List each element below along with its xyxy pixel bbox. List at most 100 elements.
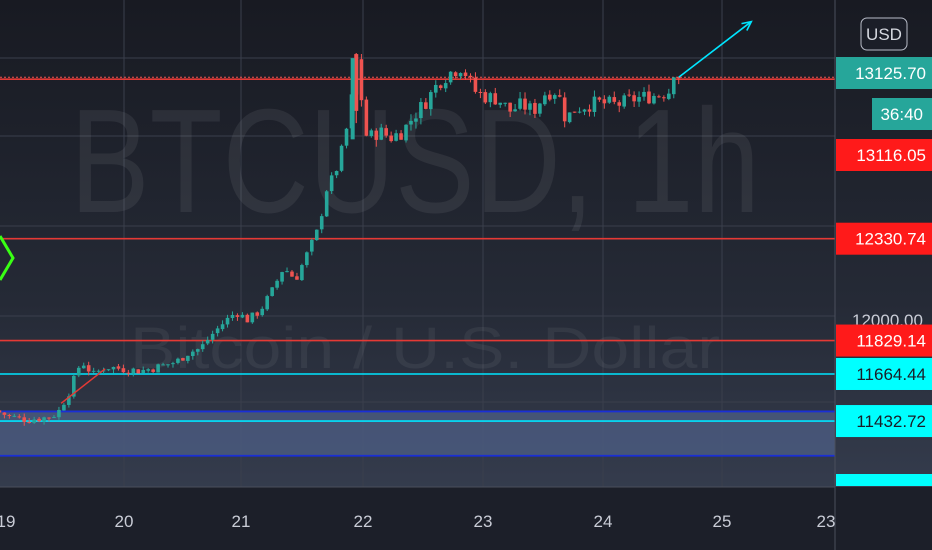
candle-body-108[interactable] bbox=[533, 102, 537, 114]
candles[interactable] bbox=[0, 53, 681, 426]
candle-body-101[interactable] bbox=[498, 102, 503, 105]
candle-body-112[interactable] bbox=[552, 95, 557, 99]
candle-body-115[interactable] bbox=[567, 112, 572, 123]
candle-body-67[interactable] bbox=[329, 175, 334, 192]
candle-body-95[interactable] bbox=[468, 75, 473, 78]
candle-body-106[interactable] bbox=[523, 98, 527, 110]
currency-button-frame[interactable] bbox=[860, 17, 908, 51]
candle-body-96[interactable] bbox=[473, 77, 478, 92]
candle-body-97[interactable] bbox=[478, 91, 483, 93]
candle-body-22[interactable] bbox=[106, 369, 111, 371]
candle-body-68[interactable] bbox=[334, 170, 339, 176]
candle-body-86[interactable] bbox=[424, 102, 428, 109]
candle-body-128[interactable] bbox=[632, 95, 636, 102]
candle-body-136[interactable] bbox=[671, 77, 676, 95]
candle-body-103[interactable] bbox=[508, 102, 512, 112]
candle-body-129[interactable] bbox=[637, 97, 641, 102]
candle-body-48[interactable] bbox=[235, 315, 240, 317]
candle-body-99[interactable] bbox=[488, 93, 493, 103]
candle-body-134[interactable] bbox=[662, 97, 666, 99]
candle-body-126[interactable] bbox=[622, 95, 626, 107]
candle-body-70[interactable] bbox=[344, 128, 349, 146]
candle-body-89[interactable] bbox=[438, 85, 443, 88]
candle-body-47[interactable] bbox=[230, 314, 235, 318]
candle-body-7[interactable] bbox=[32, 419, 36, 423]
candle-body-69[interactable] bbox=[339, 145, 344, 171]
candle-body-65[interactable] bbox=[319, 216, 324, 230]
candle-body-24[interactable] bbox=[116, 366, 121, 369]
candle-body-35[interactable] bbox=[171, 363, 175, 365]
candle-body-135[interactable] bbox=[667, 93, 671, 99]
candle-body-34[interactable] bbox=[166, 364, 170, 366]
candle-body-11[interactable] bbox=[52, 417, 56, 419]
candle-body-104[interactable] bbox=[513, 109, 517, 112]
candle-body-66[interactable] bbox=[324, 191, 329, 217]
candle-body-19[interactable] bbox=[91, 370, 96, 372]
candle-body-23[interactable] bbox=[111, 366, 116, 370]
candle-body-130[interactable] bbox=[642, 91, 646, 97]
candle-body-62[interactable] bbox=[305, 252, 309, 266]
candle-body-0[interactable] bbox=[0, 410, 2, 413]
candle-body-55[interactable] bbox=[270, 287, 274, 296]
candle-body-29[interactable] bbox=[141, 369, 146, 373]
candle-body-44[interactable] bbox=[215, 328, 220, 334]
candle-body-131[interactable] bbox=[647, 91, 651, 104]
candle-body-84[interactable] bbox=[414, 118, 418, 122]
candle-body-20[interactable] bbox=[96, 370, 101, 372]
candle-body-75[interactable] bbox=[369, 130, 374, 136]
candle-body-127[interactable] bbox=[627, 94, 631, 96]
candle-body-52[interactable] bbox=[255, 312, 260, 316]
candle-body-59[interactable] bbox=[290, 271, 294, 277]
spike-body-b[interactable] bbox=[350, 58, 355, 140]
candle-body-37[interactable] bbox=[181, 358, 185, 361]
candle-body-100[interactable] bbox=[493, 93, 498, 105]
candle-body-9[interactable] bbox=[42, 417, 46, 422]
candle-body-1[interactable] bbox=[2, 412, 7, 415]
candle-body-111[interactable] bbox=[548, 94, 552, 100]
candle-body-76[interactable] bbox=[374, 130, 379, 140]
candle-body-92[interactable] bbox=[453, 72, 458, 77]
candle-body-74[interactable] bbox=[364, 99, 369, 136]
candle-body-133[interactable] bbox=[657, 96, 661, 98]
candle-body-31[interactable] bbox=[151, 369, 155, 372]
candle-body-28[interactable] bbox=[136, 369, 141, 374]
candle-body-17[interactable] bbox=[81, 365, 86, 369]
candle-body-39[interactable] bbox=[191, 351, 195, 357]
spike-body-a[interactable] bbox=[354, 54, 359, 111]
candle-body-87[interactable] bbox=[429, 92, 433, 110]
candle-body-25[interactable] bbox=[121, 368, 126, 373]
candle-body-16[interactable] bbox=[76, 367, 81, 376]
candle-body-85[interactable] bbox=[419, 102, 423, 119]
candle-body-13[interactable] bbox=[62, 404, 66, 411]
candle-body-53[interactable] bbox=[260, 308, 265, 316]
candle-body-61[interactable] bbox=[300, 265, 304, 281]
currency-button[interactable]: USD bbox=[860, 17, 908, 51]
candle-body-63[interactable] bbox=[310, 239, 314, 252]
candle-body-80[interactable] bbox=[394, 133, 398, 141]
candle-body-8[interactable] bbox=[37, 418, 41, 422]
candle-body-41[interactable] bbox=[200, 344, 205, 350]
candle-body-79[interactable] bbox=[389, 135, 393, 142]
candle-body-90[interactable] bbox=[443, 83, 448, 89]
candle-body-77[interactable] bbox=[379, 127, 384, 140]
candle-body-107[interactable] bbox=[528, 103, 532, 110]
candle-body-88[interactable] bbox=[433, 84, 438, 93]
candle-body-36[interactable] bbox=[176, 358, 180, 363]
candle-body-42[interactable] bbox=[205, 340, 210, 344]
candle-body-45[interactable] bbox=[220, 324, 225, 330]
candle-body-121[interactable] bbox=[597, 97, 602, 100]
candle-body-46[interactable] bbox=[225, 317, 230, 325]
candle-body-109[interactable] bbox=[538, 103, 542, 114]
candle-body-102[interactable] bbox=[503, 102, 507, 104]
candle-body-14[interactable] bbox=[67, 396, 71, 405]
candle-body-73[interactable] bbox=[359, 59, 364, 101]
candle-body-54[interactable] bbox=[265, 296, 269, 310]
candle-body-26[interactable] bbox=[126, 372, 131, 374]
candle-body-3[interactable] bbox=[12, 415, 17, 417]
candle-body-78[interactable] bbox=[384, 128, 388, 136]
candle-body-49[interactable] bbox=[240, 314, 245, 318]
candle-body-4[interactable] bbox=[17, 416, 22, 418]
candle-body-117[interactable] bbox=[577, 111, 582, 113]
candle-body-32[interactable] bbox=[156, 364, 160, 373]
